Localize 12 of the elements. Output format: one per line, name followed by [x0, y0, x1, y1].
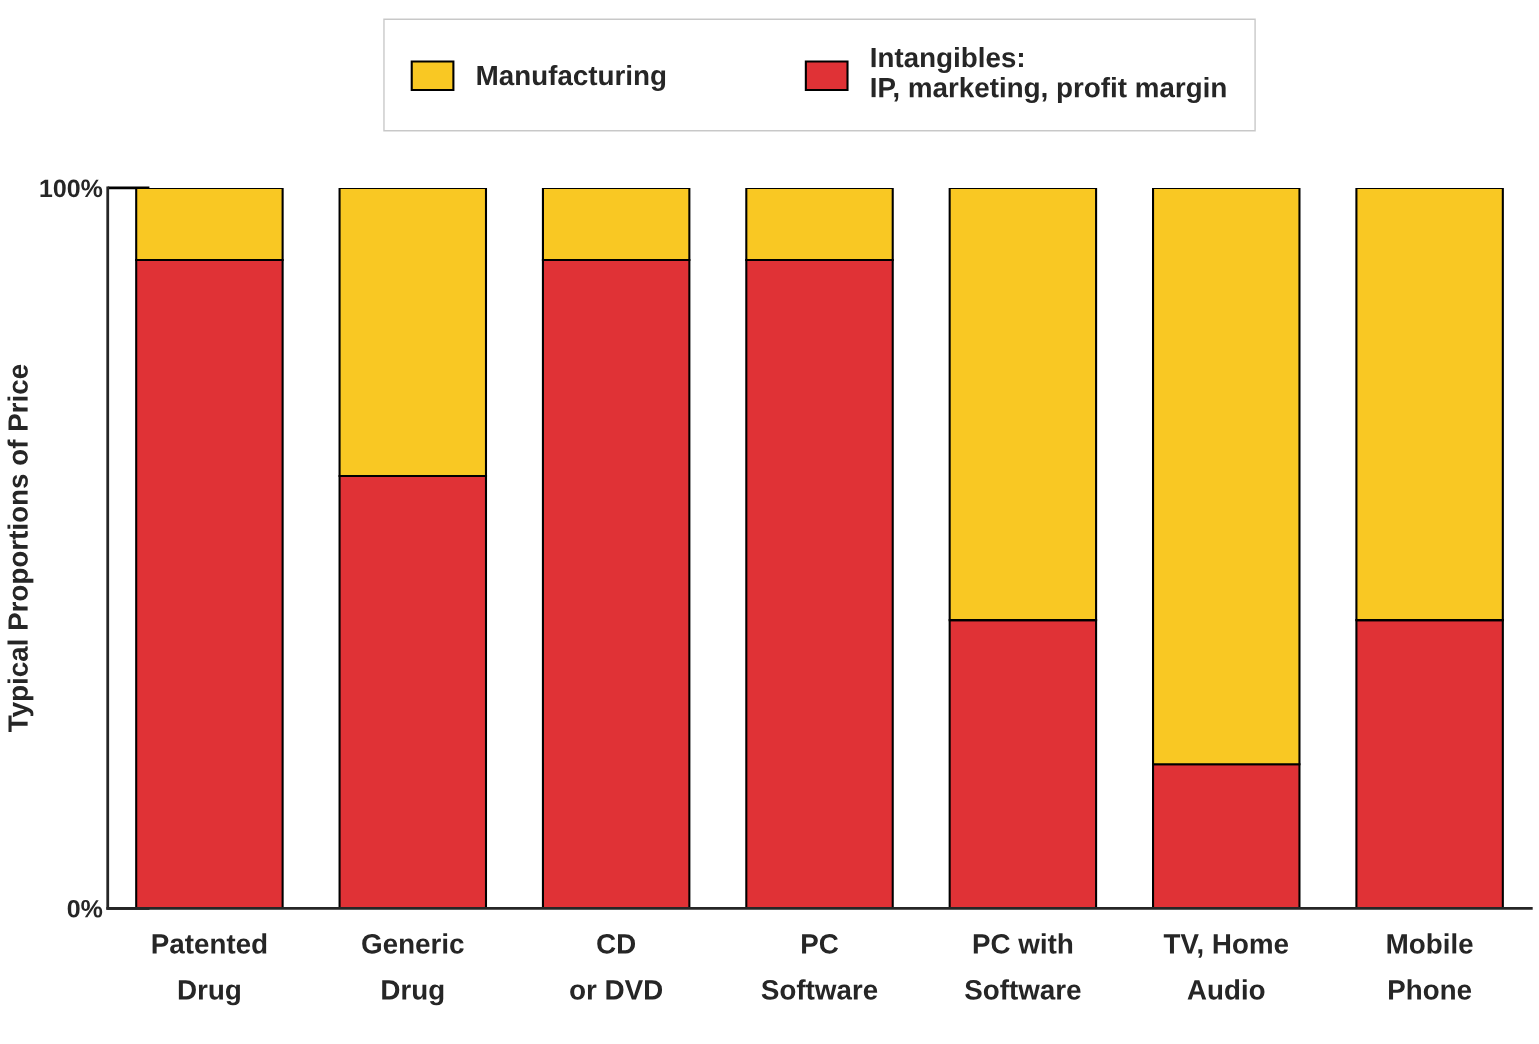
x-tick-label: TV, Home Audio [1163, 934, 1289, 1000]
y-axis-title: Typical Proportions of Price [7, 364, 34, 732]
y-tick-label: 100% [40, 179, 103, 198]
legend-label: Intangibles: IP, marketing, profit margin [871, 46, 1226, 104]
x-tick-label: Mobile Phone [1387, 933, 1473, 1000]
x-tick-label: Generic Drug [362, 933, 464, 1006]
x-tick-label: PC Software [761, 934, 878, 1000]
y-tick-label: 0% [67, 899, 103, 918]
x-tick-label: Patented Drug [152, 933, 267, 1006]
legend-label: Manufacturing [477, 64, 666, 91]
x-tick-label: PC with Software [965, 933, 1081, 1000]
x-tick-label: CD or DVD [570, 934, 663, 1000]
